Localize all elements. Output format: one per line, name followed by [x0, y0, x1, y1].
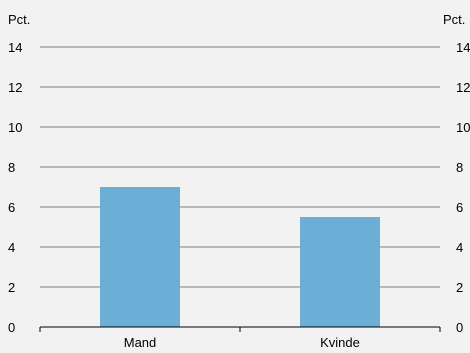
- y-tick-label-left: 8: [8, 160, 15, 175]
- y-tick-label-right: 14: [456, 40, 470, 55]
- y-tick-label-left: 4: [8, 240, 15, 255]
- y-tick-label-left: 6: [8, 200, 15, 215]
- y-tick-label-left: 12: [8, 80, 22, 95]
- x-category-label: Kvinde: [320, 335, 360, 350]
- axis-layer: 0 0 2 2 4 4 6 6 8 8 10 10 12 12 14 14 Mand Kvinde: [8, 40, 470, 350]
- bar: [100, 187, 180, 327]
- bars-layer: [100, 187, 380, 327]
- y-tick-label-right: 4: [456, 240, 463, 255]
- y-tick-label-right: 0: [456, 320, 463, 335]
- x-category-label: Mand: [124, 335, 157, 350]
- y-tick-label-right: 12: [456, 80, 470, 95]
- y-tick-label-right: 8: [456, 160, 463, 175]
- y-tick-label-left: 0: [8, 320, 15, 335]
- left-axis-unit-label: Pct.: [8, 12, 30, 27]
- y-tick-label-right: 6: [456, 200, 463, 215]
- right-axis-unit-label: Pct.: [443, 12, 465, 27]
- y-tick-label-right: 2: [456, 280, 463, 295]
- bar: [300, 217, 380, 327]
- y-tick-label-left: 2: [8, 280, 15, 295]
- y-tick-label-right: 10: [456, 120, 470, 135]
- y-tick-label-left: 14: [8, 40, 22, 55]
- y-tick-label-left: 10: [8, 120, 22, 135]
